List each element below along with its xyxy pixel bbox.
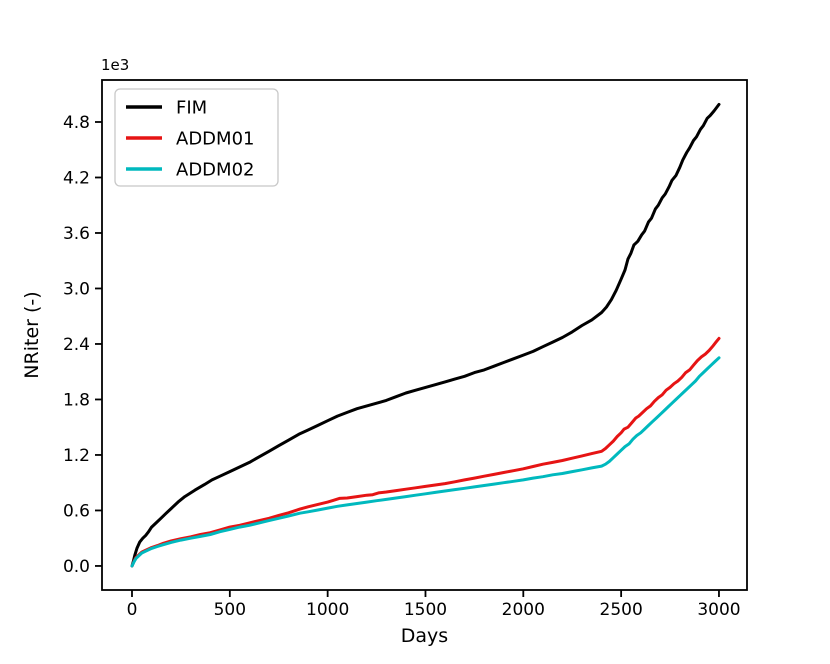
axes-spines [101, 79, 748, 591]
y-tick-label: 1.8 [63, 390, 90, 410]
y-tick-label: 0.6 [63, 501, 90, 521]
y-offset-text: 1e3 [101, 56, 129, 74]
y-tick-label: 1.2 [63, 446, 90, 466]
series-line-addm01 [130, 336, 721, 568]
y-tick-label: 3.0 [63, 279, 90, 299]
legend: FIM ADDM01 ADDM02 [114, 88, 279, 187]
y-tick-label: 4.2 [63, 168, 90, 188]
y-axis-label: NRiter (-) [21, 291, 43, 378]
legend-label-addm01: ADDM01 [176, 129, 254, 150]
y-tick-label: 4.8 [63, 113, 90, 133]
y-tick-label: 3.6 [63, 224, 90, 244]
legend-label-fim: FIM [176, 98, 207, 119]
x-axis-label: Days [401, 625, 448, 647]
series-line-addm02 [130, 356, 721, 568]
legend-label-addm02: ADDM02 [176, 160, 254, 181]
x-tick-label: 500 [214, 600, 246, 620]
x-tick-label: 0 [127, 600, 138, 620]
plot-series [130, 102, 721, 568]
x-tick-label: 3000 [697, 600, 740, 620]
y-tick-label: 0.0 [63, 557, 90, 577]
series-line-fim [130, 102, 721, 568]
x-tick-label: 1500 [404, 600, 447, 620]
y-axis: 0.0 0.6 1.2 1.8 2.4 3.0 3.6 4.2 4.8 [63, 113, 102, 577]
x-tick-label: 2000 [502, 600, 545, 620]
legend-box [114, 88, 279, 187]
y-tick-label: 2.4 [63, 335, 90, 355]
x-axis: 0 500 1000 1500 2000 2500 3000 [127, 590, 741, 620]
x-tick-label: 2500 [600, 600, 643, 620]
x-tick-label: 1000 [306, 600, 349, 620]
